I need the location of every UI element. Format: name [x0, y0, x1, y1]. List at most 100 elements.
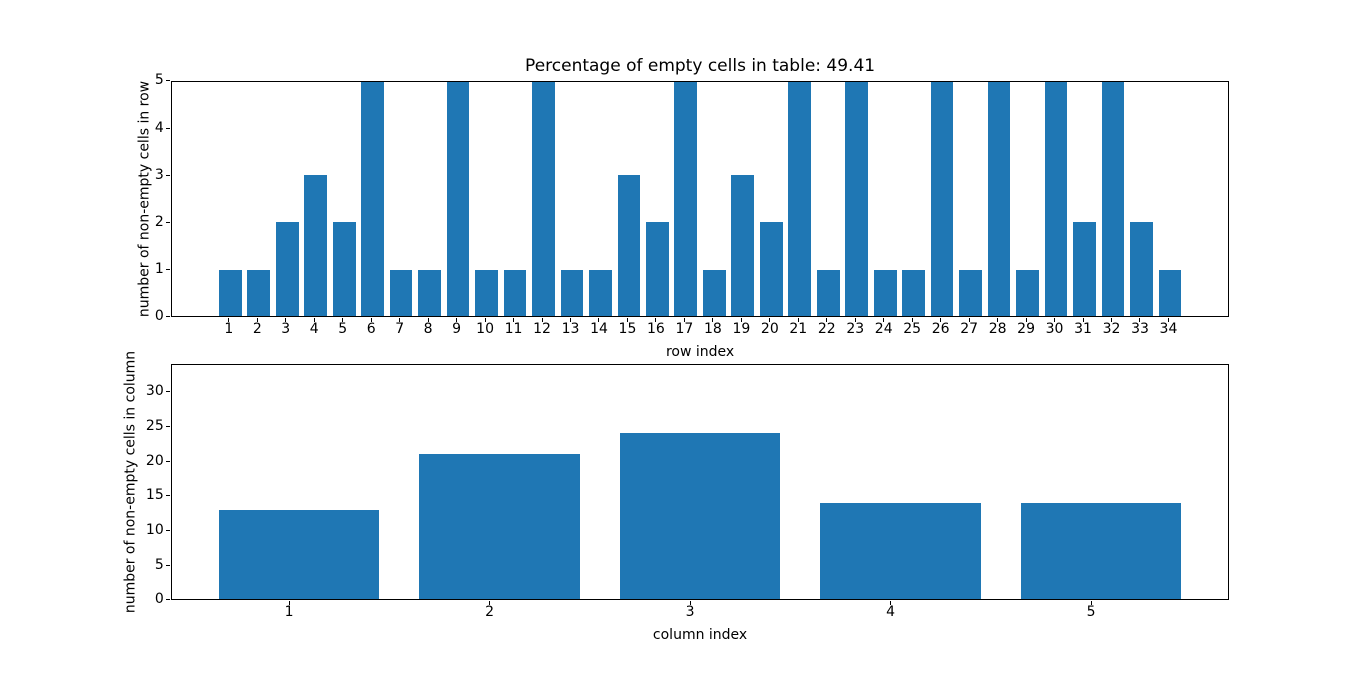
bar-non-empty-cells-per-row-34: [1158, 269, 1182, 317]
bar-non-empty-cells-per-row-21: [788, 80, 812, 317]
x-tick: [342, 317, 344, 322]
bar-non-empty-cells-per-row-2: [247, 269, 271, 317]
bar-non-empty-cells-per-row-7: [389, 269, 413, 317]
y-tick-label: 0: [154, 591, 164, 608]
x-tick: [598, 317, 600, 322]
bar-non-empty-cells-per-column-4: [820, 502, 981, 600]
y-tick-label: 4: [154, 119, 164, 136]
x-tick-label: 4: [309, 321, 319, 338]
bar-non-empty-cells-per-column-2: [419, 454, 580, 600]
y-tick: [165, 127, 170, 129]
y-tick: [165, 174, 170, 176]
x-tick-label: 30: [1045, 321, 1064, 338]
x-tick: [228, 317, 230, 322]
x-tick-label: 26: [931, 321, 950, 338]
x-tick-label: 2: [485, 604, 494, 621]
y-tick: [165, 316, 170, 318]
y-tick: [165, 425, 170, 427]
bar-non-empty-cells-per-row-5: [332, 222, 356, 317]
x-tick-label: 11: [504, 321, 523, 338]
x-tick: [911, 317, 913, 322]
y-tick-label: 15: [145, 487, 164, 504]
x-tick-label: 2: [252, 321, 262, 338]
bar-non-empty-cells-per-row-32: [1101, 80, 1125, 317]
x-tick: [1111, 317, 1113, 322]
x-tick-label: 10: [476, 321, 494, 338]
bar-non-empty-cells-per-row-33: [1130, 222, 1153, 317]
x-tick-label: 24: [874, 321, 893, 338]
x-tick-label: 1: [284, 604, 294, 621]
y-tick: [165, 529, 170, 531]
x-tick-label: 5: [1086, 604, 1096, 621]
x-tick: [968, 317, 970, 322]
x-tick-label: 1: [224, 321, 234, 338]
x-tick-label: 17: [675, 321, 694, 338]
row-chart-xlabel: row index: [665, 343, 735, 360]
bar-non-empty-cells-per-row-19: [731, 175, 755, 317]
y-tick-label: 5: [154, 72, 164, 89]
x-tick: [285, 317, 287, 322]
x-tick-label: 28: [988, 321, 1007, 338]
x-tick-label: 6: [366, 321, 376, 338]
x-tick-label: 23: [846, 321, 865, 338]
x-tick-label: 18: [703, 321, 722, 338]
y-tick: [165, 391, 170, 393]
y-tick: [165, 564, 170, 566]
bar-non-empty-cells-per-row-15: [617, 175, 641, 317]
x-tick-label: 25: [903, 321, 922, 338]
y-tick-label: 10: [145, 521, 164, 538]
bar-non-empty-cells-per-row-18: [702, 269, 726, 317]
bar-non-empty-cells-per-row-25: [902, 269, 925, 317]
x-tick: [370, 317, 372, 322]
x-tick-label: 3: [281, 321, 291, 338]
x-tick: [1054, 317, 1056, 322]
x-tick: [854, 317, 856, 322]
bar-non-empty-cells-per-row-1: [218, 269, 242, 317]
x-tick-label: 13: [561, 321, 580, 338]
x-tick: [940, 317, 942, 322]
x-tick: [797, 317, 799, 322]
x-tick: [683, 317, 685, 322]
y-tick: [165, 80, 170, 82]
bar-non-empty-cells-per-row-13: [560, 269, 584, 317]
x-tick: [427, 317, 429, 322]
x-tick-label: 7: [395, 321, 405, 338]
y-tick: [165, 495, 170, 497]
x-tick-label: 34: [1159, 321, 1178, 338]
x-tick-label: 21: [789, 321, 808, 338]
x-tick: [890, 600, 892, 605]
bar-non-empty-cells-per-row-28: [987, 80, 1011, 317]
x-tick-label: 12: [533, 321, 551, 338]
bar-non-empty-cells-per-row-26: [930, 80, 954, 317]
x-tick: [1167, 317, 1169, 322]
x-tick: [712, 317, 714, 322]
y-tick-label: 5: [154, 556, 164, 573]
bar-non-empty-cells-per-row-12: [532, 80, 555, 317]
bar-non-empty-cells-per-row-10: [475, 269, 498, 317]
bar-non-empty-cells-per-row-31: [1073, 222, 1096, 317]
non-empty-cells-per-row-axes: [170, 80, 1230, 317]
bar-non-empty-cells-per-row-8: [418, 269, 441, 317]
y-tick: [165, 221, 170, 223]
row-chart-ylabel: number of non-empty cells in row: [136, 80, 153, 317]
x-tick-label: 27: [960, 321, 979, 338]
x-tick: [689, 600, 691, 605]
bar-non-empty-cells-per-row-9: [446, 80, 470, 317]
x-tick: [769, 317, 771, 322]
bar-non-empty-cells-per-row-3: [275, 222, 299, 317]
bar-non-empty-cells-per-row-16: [645, 222, 669, 317]
y-tick: [165, 460, 170, 462]
x-tick: [1139, 317, 1141, 322]
y-tick-label: 0: [154, 308, 164, 325]
x-tick-label: 19: [732, 321, 751, 338]
y-tick-label: 25: [145, 417, 164, 434]
bar-non-empty-cells-per-row-6: [361, 80, 384, 317]
bar-non-empty-cells-per-row-23: [845, 80, 869, 317]
x-tick: [626, 317, 628, 322]
y-tick-label: 1: [154, 261, 164, 278]
x-tick: [570, 317, 572, 322]
x-tick: [1090, 600, 1092, 605]
x-tick: [826, 317, 828, 322]
x-tick: [456, 317, 458, 322]
